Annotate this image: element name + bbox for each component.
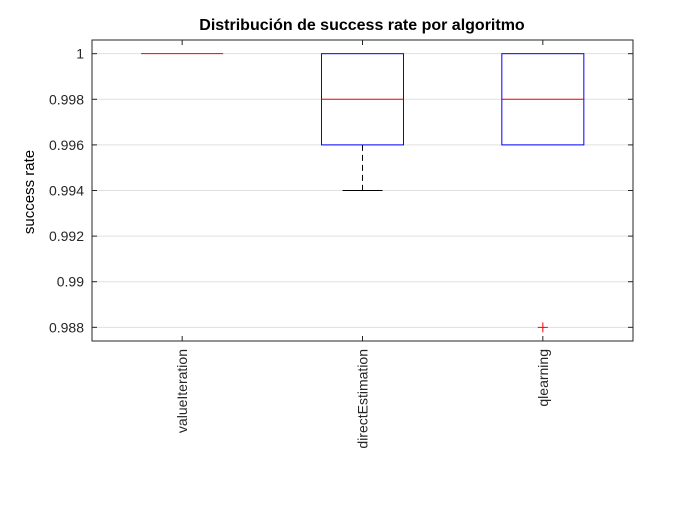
- y-axis-label: success rate: [21, 150, 38, 234]
- y-tick-label: 0.988: [49, 319, 84, 335]
- x-tick-label: directEstimation: [355, 349, 371, 449]
- outlier-marker: [537, 322, 548, 333]
- x-tick-label: valueIteration: [174, 349, 190, 433]
- y-tick-label: 0.994: [49, 183, 84, 199]
- y-tick-label: 0.996: [49, 137, 84, 153]
- y-tick-label: 0.99: [57, 274, 84, 290]
- box-directEstimation: [321, 53, 404, 191]
- y-tick-label: 1: [76, 46, 84, 62]
- box-series: [141, 53, 585, 333]
- y-tick-label: 0.998: [49, 91, 84, 107]
- chart-title: Distribución de success rate por algorit…: [199, 17, 525, 34]
- x-tick-label: qlearning: [535, 349, 551, 407]
- y-axis: 0.988 0.99 0.992 0.994 0.996 0.998 1: [49, 46, 633, 335]
- x-axis: valueIteration directEstimation qlearning: [174, 40, 551, 449]
- y-tick-label: 0.992: [49, 228, 84, 244]
- box-qlearning: [501, 53, 585, 333]
